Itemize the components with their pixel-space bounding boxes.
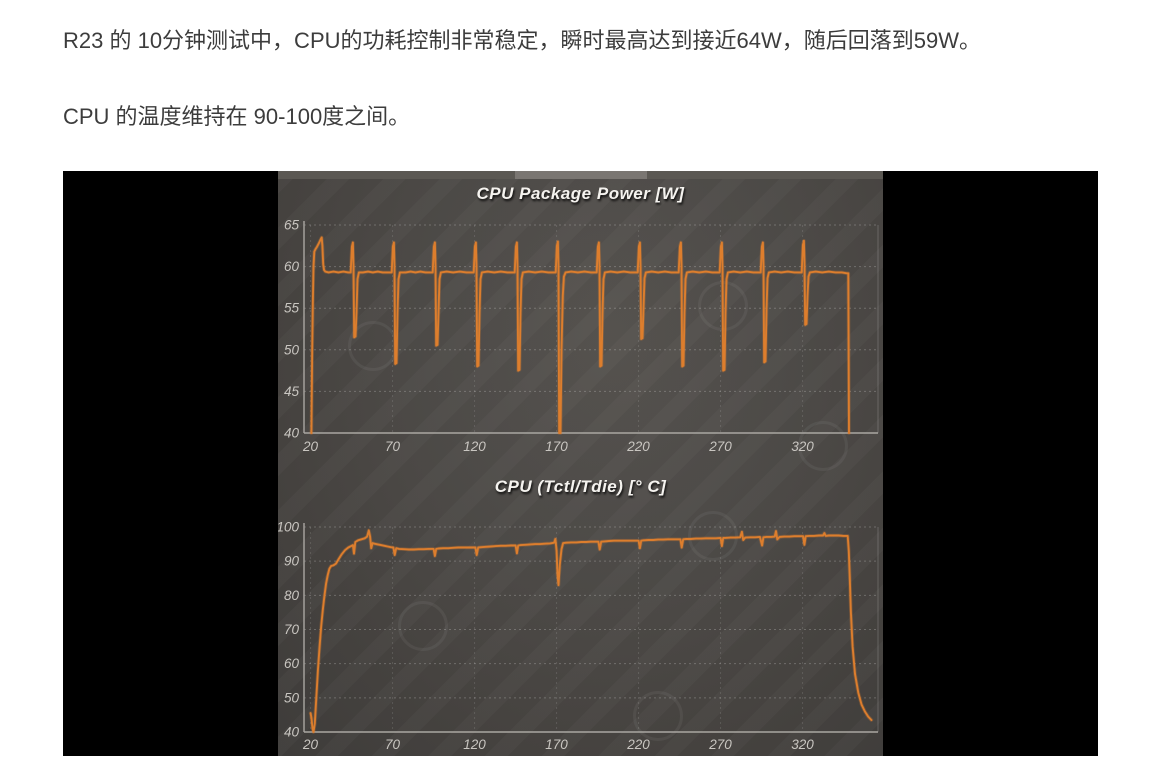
power-chart-title: CPU Package Power [W] <box>476 184 685 204</box>
benchmark-screenshot: CPU Package Power [W] 65 60 55 50 45 40 20 70 12… <box>63 171 1098 757</box>
x-tick-label: 120 <box>463 737 486 752</box>
watermark-ring <box>633 691 683 742</box>
watermark-ring <box>688 511 738 562</box>
hwinfo-graph-panel: CPU Package Power [W] 65 60 55 50 45 40 20 70 12… <box>278 171 883 757</box>
y-tick-label: 90 <box>284 554 300 569</box>
x-tick-label: 320 <box>791 439 814 454</box>
y-tick-label: 65 <box>284 218 300 233</box>
series-line <box>309 529 873 734</box>
window-top-edge <box>278 171 883 180</box>
y-tick-label: 55 <box>284 301 300 316</box>
series-line <box>310 236 850 435</box>
x-tick-label: 20 <box>302 439 319 454</box>
x-tick-label: 270 <box>708 439 732 454</box>
y-tick-label: 50 <box>284 691 300 706</box>
article-text: R23 的 10分钟测试中，CPU的功耗控制非常稳定，瞬时最高达到接近64W，随… <box>0 0 1157 131</box>
x-tick-label: 70 <box>385 737 401 752</box>
x-tick-label: 170 <box>545 439 568 454</box>
temp-chart-title: CPU (Tctl/Tdie) [° C] <box>494 477 667 497</box>
x-tick-label: 20 <box>302 737 319 752</box>
y-tick-label: 100 <box>278 520 299 535</box>
y-tick-label: 40 <box>284 426 300 441</box>
x-tick-label: 120 <box>463 439 486 454</box>
y-tick-label: 45 <box>284 384 300 399</box>
y-tick-label: 80 <box>284 588 300 603</box>
x-tick-label: 220 <box>626 439 650 454</box>
x-tick-label: 320 <box>791 737 814 752</box>
y-tick-label: 70 <box>284 622 300 637</box>
x-tick-label: 170 <box>545 737 568 752</box>
x-tick-label: 270 <box>708 737 732 752</box>
x-tick-label: 70 <box>385 439 401 454</box>
article-paragraph-1: R23 的 10分钟测试中，CPU的功耗控制非常稳定，瞬时最高达到接近64W，随… <box>63 28 981 53</box>
x-tick-label: 220 <box>626 737 650 752</box>
series-line-glow <box>308 528 874 735</box>
y-tick-label: 40 <box>284 725 300 740</box>
article-paragraph-2: CPU 的温度维持在 90-100度之间。 <box>63 103 411 129</box>
y-tick-label: 50 <box>284 343 300 358</box>
watermark-ring <box>398 601 448 652</box>
watermark-ring <box>798 421 848 472</box>
y-tick-label: 60 <box>284 657 300 672</box>
window-top-knob <box>514 171 647 180</box>
y-tick-label: 60 <box>284 259 300 274</box>
